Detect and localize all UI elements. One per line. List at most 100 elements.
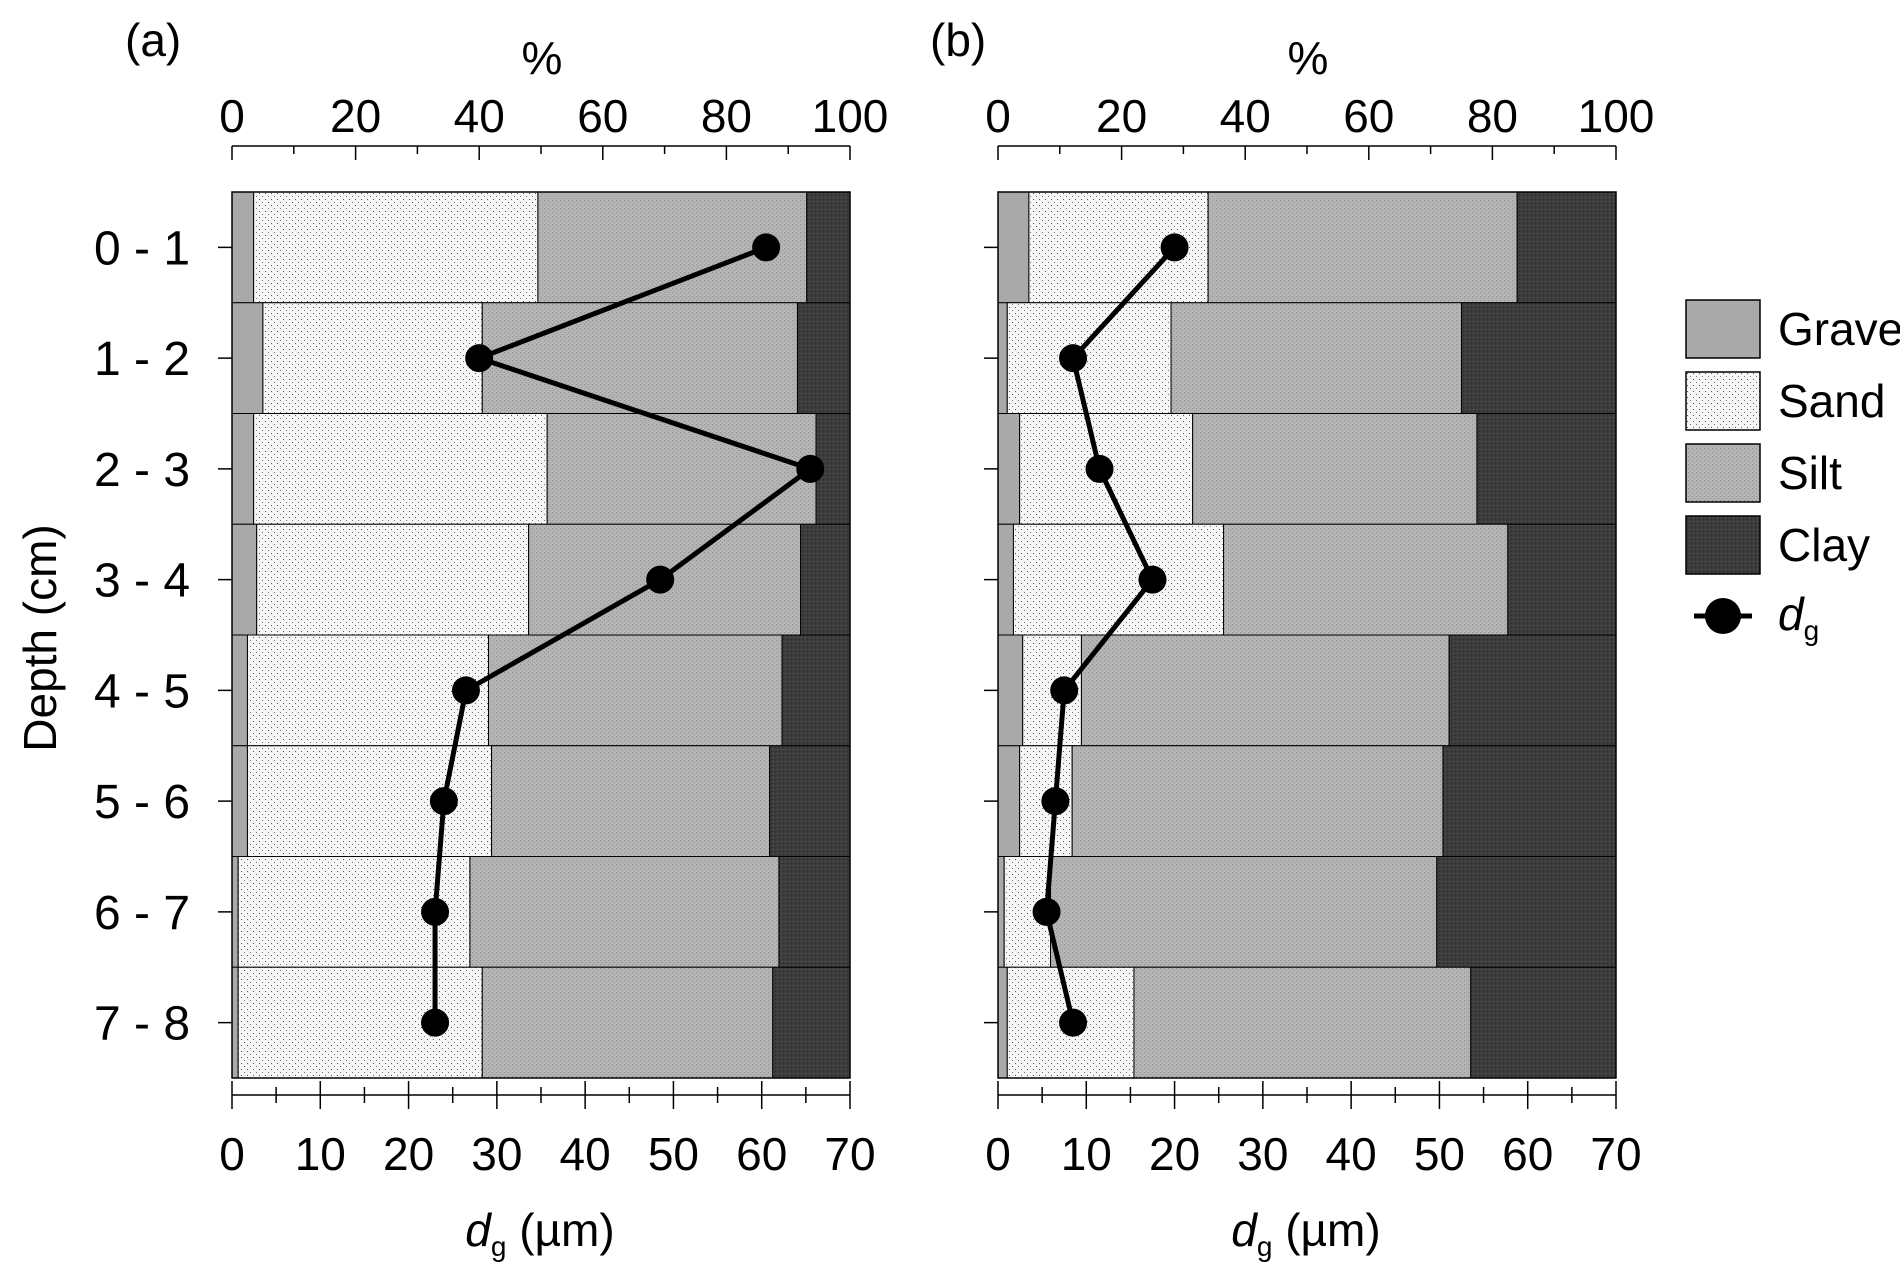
panel-b-bar-gravel-4 [997,634,1024,747]
panel-b-dg-point-4 [1050,676,1079,705]
panel-a-bottom-tick-label: 0 [219,1128,245,1180]
panel-a-bar-gravel-2 [231,413,255,525]
panel-b-bottom-tick-label: 0 [985,1128,1011,1180]
legend-swatch-gravel [1685,299,1761,359]
y-tick-label: 1 - 2 [94,333,190,386]
panel-b-dg-point-2 [1085,454,1114,483]
panel-a-top-tick-label: 60 [577,90,628,142]
panel-a-dg-point-4 [451,676,480,705]
panel-a-bar-clay-7 [772,966,851,1079]
y-tick-label: 6 - 7 [94,887,190,940]
panel-a-top-tick-label: 0 [219,90,245,142]
y-axis-title: Depth (cm) [14,524,66,751]
panel-b-top-tick-label: 100 [1578,90,1655,142]
panel-b-bottom-axis-title-sub: g [1257,1231,1273,1262]
legend-label-clay: Clay [1778,519,1870,571]
y-tick-label: 4 - 5 [94,665,190,718]
panel-b-bar-clay-3 [1507,523,1617,636]
panel-a-dg-point-2 [796,454,825,483]
panel-a-bar-gravel-5 [231,745,248,857]
legend-swatch-silt [1685,443,1761,503]
panel-b-bar-silt-7 [1133,966,1472,1079]
panel-b-bottom-tick-label: 60 [1502,1128,1553,1180]
panel-b-bar-sand-1 [1006,302,1172,414]
panel-b-bar-clay-0 [1516,191,1617,304]
panel-a-top-tick-label: 80 [701,90,752,142]
panel-a-bar-clay-3 [800,523,851,636]
panel-b-bottom-axis-title: dg (µm) [1231,1204,1380,1262]
panel-b-bottom-tick-label: 30 [1237,1128,1288,1180]
panel-a-bar-gravel-6 [231,856,239,968]
panel-a-bar-sand-0 [253,191,539,304]
legend-label-gravel: Gravel [1778,303,1900,355]
panel-a-bottom-tick-label: 60 [736,1128,787,1180]
panel-a-bar-silt-5 [491,745,771,857]
panel-b-bottom-tick-label: 10 [1061,1128,1112,1180]
y-tick-label: 5 - 6 [94,776,190,829]
panel-a-bar-sand-1 [262,302,483,414]
panel-a-dg-point-7 [421,1008,450,1037]
panel-a-bar-gravel-1 [231,302,264,414]
panel-b-bar-clay-6 [1436,856,1617,968]
panel-b-bottom-tick-label: 70 [1590,1128,1641,1180]
panel-b-dg-point-5 [1041,787,1070,816]
panel-b-bar-gravel-0 [997,191,1030,304]
panel-b-top-axis-title: % [1288,32,1329,84]
panel-a-bar-sand-4 [246,634,489,747]
panel-b-bottom-axis-title-unit: (µm) [1272,1204,1380,1256]
panel-b-dg-point-1 [1059,344,1088,373]
panel-b-top-tick-label: 40 [1220,90,1271,142]
panel-a-dg-point-3 [646,565,675,594]
panel-b-top-tick-label: 60 [1343,90,1394,142]
panel-b-frame [997,191,1617,1079]
panel-b-bar-gravel-5 [997,745,1021,857]
panel-b-bottom-axis-title-main: d [1231,1204,1258,1256]
y-tick-label: 7 - 8 [94,998,190,1051]
panel-a-bar-silt-4 [487,634,783,747]
legend-label-dg: dg [1778,588,1819,646]
panel-b-dg-line [1044,245,1177,1024]
panel-a-bar-clay-5 [769,745,851,857]
panel-a-bottom-tick-label: 50 [648,1128,699,1180]
panel-b-bar-clay-4 [1448,634,1617,747]
panel-b-bottom-tick-label: 40 [1326,1128,1377,1180]
panel-a-top-tick-label: 20 [330,90,381,142]
legend-label-dg-sub: g [1804,615,1820,646]
panel-a-top-axis-title: % [522,32,563,84]
legend-label-silt: Silt [1778,447,1842,499]
panel-b-top-tick-label: 20 [1096,90,1147,142]
panel-a-top-tick-label: 40 [454,90,505,142]
panel-b-bar-sand-3 [1012,523,1225,636]
legend-dg-marker [1705,598,1741,634]
y-tick-label: 2 - 3 [94,444,190,497]
panel-a-bottom-tick-label: 70 [824,1128,875,1180]
panel-a-bar-silt-6 [469,856,780,968]
panel-b-dg-point-3 [1138,565,1167,594]
panel-a-dg-point-5 [429,787,458,816]
panel-b-dg-point-6 [1032,897,1061,926]
panel-a-bar-sand-3 [256,523,530,636]
panel-b-bar-gravel-6 [997,856,1005,968]
panel-a-bar-sand-2 [253,413,548,525]
panel-a-bottom-tick-label: 30 [471,1128,522,1180]
y-tick-label: 0 - 1 [94,222,190,275]
legend-label-sand: Sand [1778,375,1885,427]
panel-b-bar-clay-1 [1461,302,1617,414]
y-tick-label: 3 - 4 [94,555,190,608]
panel-a-bar-clay-0 [806,191,851,304]
panel-a: 0 20 40 60 80 100 0 10 20 30 40 50 60 70 0 - 1 1 - 2 2 -… [94,90,888,1180]
legend: Gravel Sand Silt Clay dg [1685,299,1900,646]
panel-a-bar-gravel-0 [231,191,255,304]
panel-b-bar-silt-5 [1071,745,1444,857]
panel-b-bar-clay-2 [1476,413,1617,525]
panel-b-bar-clay-5 [1442,745,1617,857]
panel-b-bar-silt-6 [1050,856,1438,968]
panel-a-bar-gravel-7 [231,966,239,1079]
panel-a-bottom-axis-title-main: d [465,1204,492,1256]
panel-a-top-tick-label: 100 [812,90,889,142]
panel-b-bar-silt-4 [1080,634,1450,747]
panel-b-bar-gravel-3 [997,523,1014,636]
panel-a-bar-clay-6 [778,856,851,968]
panel-a-dg-point-1 [465,344,494,373]
